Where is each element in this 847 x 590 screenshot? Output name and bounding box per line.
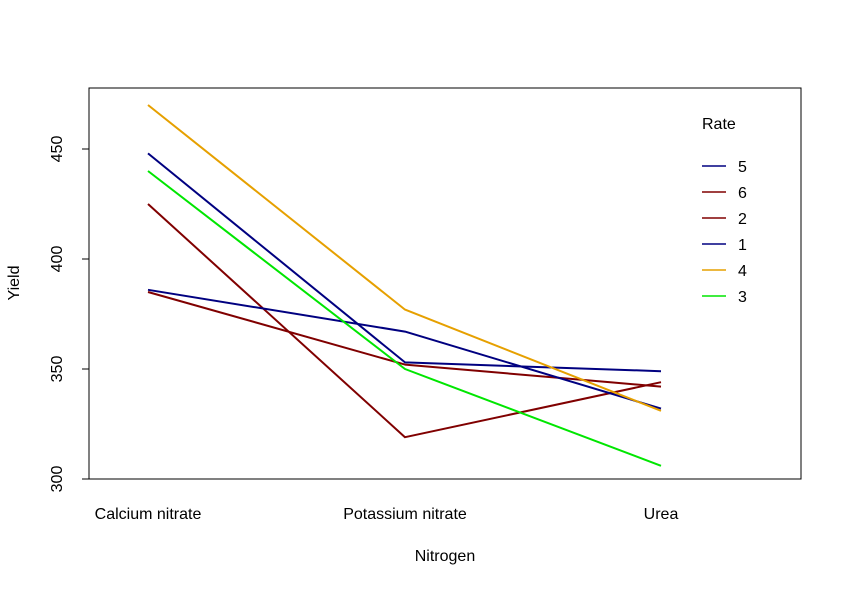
legend-label-6: 6	[738, 185, 747, 202]
legend-title: Rate	[702, 116, 736, 133]
y-tick-label: 350	[49, 356, 66, 383]
series-line-3	[147, 170, 662, 467]
series-line-2	[147, 203, 662, 439]
legend-items: 5 6 2 1 4 3	[702, 159, 747, 306]
series-line-4	[147, 104, 662, 412]
y-tick-label: 400	[49, 246, 66, 273]
series-line-5	[147, 152, 662, 373]
legend-label-5: 5	[738, 159, 747, 176]
legend-label-2: 2	[738, 211, 747, 228]
legend-label-3: 3	[738, 289, 747, 306]
y-axis: 300 350 400 450	[49, 136, 90, 493]
x-tick-label: Calcium nitrate	[95, 506, 202, 523]
y-tick-label: 300	[49, 466, 66, 493]
x-tick-label: Potassium nitrate	[343, 506, 467, 523]
x-axis-label: Nitrogen	[415, 548, 475, 565]
series-line-6	[147, 291, 662, 388]
legend-label-1: 1	[738, 237, 747, 254]
series-line-1	[147, 288, 662, 410]
series-lines	[147, 104, 662, 467]
x-tick-label: Urea	[644, 506, 679, 523]
y-axis-label: Yield	[6, 266, 23, 301]
plot-frame	[88, 87, 802, 480]
legend-label-4: 4	[738, 263, 747, 280]
legend: Rate 5 6 2 1 4 3	[702, 116, 747, 306]
y-tick-label: 450	[49, 136, 66, 163]
x-axis-tick-labels: Calcium nitrate Potassium nitrate Urea	[95, 506, 679, 523]
